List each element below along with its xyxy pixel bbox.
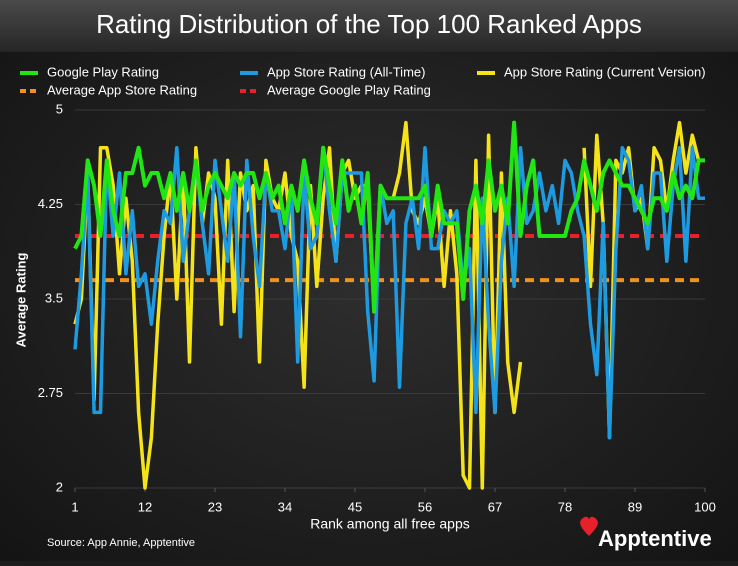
legend-label: Average Google Play Rating: [267, 82, 431, 97]
x-tick-label: 34: [278, 499, 292, 514]
x-tick-label: 45: [348, 499, 362, 514]
series-line: [73, 120, 523, 490]
logo-icon: [580, 516, 598, 536]
x-tick-label: 56: [418, 499, 432, 514]
series-line: [73, 146, 705, 440]
x-tick-label: 100: [694, 499, 716, 514]
x-axis-label: Rank among all free apps: [310, 516, 470, 532]
x-tick-label: 1: [71, 499, 78, 514]
x-tick-label: 12: [138, 499, 152, 514]
legend-label: Average App Store Rating: [47, 82, 197, 97]
legend-label: Google Play Rating: [47, 64, 159, 79]
y-tick-label: 3.5: [45, 290, 63, 305]
x-tick-label: 78: [558, 499, 572, 514]
x-tick-label: 67: [488, 499, 502, 514]
legend-label: App Store Rating (Current Version): [504, 64, 706, 79]
legend-label: App Store Rating (All-Time): [267, 64, 425, 79]
series-line: [73, 120, 705, 314]
chart-title: Rating Distribution of the Top 100 Ranke…: [96, 9, 642, 39]
header-bar: [0, 0, 738, 52]
x-tick-label: 89: [628, 499, 642, 514]
source-note: Source: App Annie, Apptentive: [47, 537, 195, 549]
logo-text: Apptentive: [598, 526, 712, 551]
y-tick-label: 5: [56, 101, 63, 116]
y-tick-label: 2: [56, 479, 63, 494]
x-tick-label: 23: [208, 499, 222, 514]
y-axis-label: Average Rating: [13, 253, 28, 348]
y-tick-label: 2.75: [38, 385, 63, 400]
y-tick-label: 4.25: [38, 196, 63, 211]
